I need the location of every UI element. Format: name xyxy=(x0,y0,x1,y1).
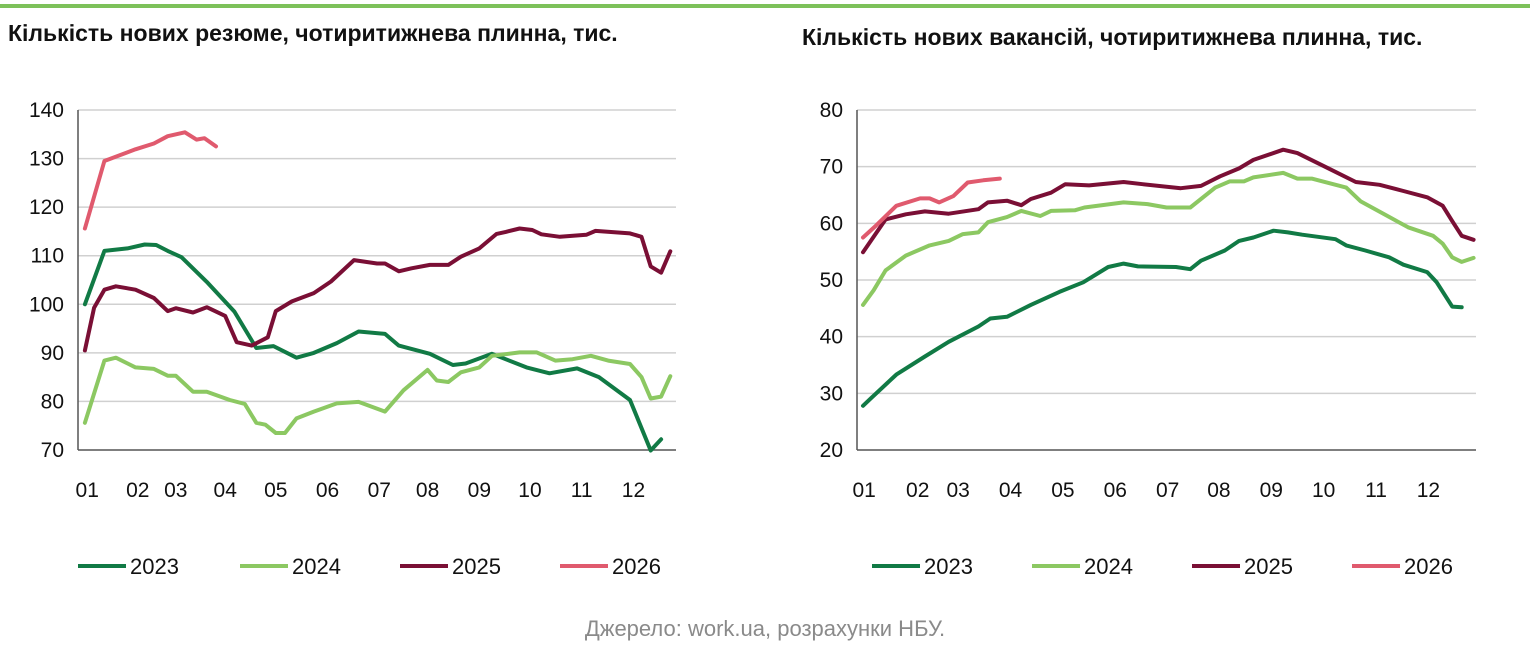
x-tick-label: 08 xyxy=(416,479,439,502)
y-tick-label: 110 xyxy=(31,245,64,268)
chart-title-vacancies: Кількість нових вакансій, чотиритижнева … xyxy=(802,24,1423,50)
series-line-2026 xyxy=(82,130,218,231)
y-tick-label: 30 xyxy=(820,382,843,405)
x-tick-label: 03 xyxy=(164,479,187,502)
source-note: Джерело: work.ua, розрахунки НБУ. xyxy=(584,616,946,641)
y-tick-label: 60 xyxy=(820,212,843,235)
legend-label-2026: 2026 xyxy=(612,554,661,579)
x-tick-label: 02 xyxy=(126,479,149,502)
legend-label-2025: 2025 xyxy=(1244,554,1293,579)
x-tick-label: 04 xyxy=(999,479,1023,502)
series-line-2025 xyxy=(861,147,1476,255)
x-tick-label: 10 xyxy=(1312,479,1335,502)
legend-label-2023: 2023 xyxy=(130,554,179,579)
legend-label-2023: 2023 xyxy=(924,554,973,579)
top-accent-line xyxy=(0,4,1530,8)
x-tick-label: 01 xyxy=(852,479,875,502)
x-tick-label: 06 xyxy=(1104,479,1127,502)
x-tick-label: 07 xyxy=(1156,479,1179,502)
x-tick-label: 12 xyxy=(622,479,645,502)
x-tick-label: 05 xyxy=(264,479,287,502)
legend-label-2024: 2024 xyxy=(292,554,341,579)
x-tick-label: 11 xyxy=(1365,479,1387,502)
x-tick-label: 02 xyxy=(906,479,929,502)
y-tick-label: 140 xyxy=(29,99,64,122)
y-tick-label: 40 xyxy=(820,326,843,349)
x-tick-label: 04 xyxy=(214,479,238,502)
legend-label-2024: 2024 xyxy=(1084,554,1133,579)
series-line-2023 xyxy=(82,242,664,453)
y-tick-label: 120 xyxy=(29,196,64,219)
legend-label-2026: 2026 xyxy=(1404,554,1453,579)
x-tick-label: 11 xyxy=(571,479,593,502)
y-tick-label: 20 xyxy=(820,439,843,462)
x-tick-label: 07 xyxy=(368,479,391,502)
x-tick-label: 09 xyxy=(468,479,491,502)
y-tick-label: 70 xyxy=(820,156,843,179)
legend-label-2025: 2025 xyxy=(452,554,501,579)
x-tick-label: 01 xyxy=(76,479,99,502)
series-line-2023 xyxy=(861,228,1464,408)
y-tick-label: 80 xyxy=(41,390,64,413)
x-tick-label: 05 xyxy=(1051,479,1074,502)
x-tick-label: 10 xyxy=(518,479,541,502)
y-tick-label: 90 xyxy=(41,342,64,365)
x-tick-label: 12 xyxy=(1417,479,1440,502)
chart-title-resumes: Кількість нових резюме, чотиритижнева пл… xyxy=(8,20,618,46)
y-tick-label: 100 xyxy=(29,293,64,316)
y-tick-label: 70 xyxy=(41,439,64,462)
y-tick-label: 50 xyxy=(820,269,843,292)
series-line-2025 xyxy=(82,226,673,353)
series-line-2026 xyxy=(861,176,1002,240)
x-tick-label: 09 xyxy=(1260,479,1283,502)
y-tick-label: 80 xyxy=(820,99,843,122)
x-tick-label: 03 xyxy=(947,479,970,502)
x-tick-label: 08 xyxy=(1207,479,1230,502)
y-tick-label: 130 xyxy=(29,148,64,171)
series-line-2024 xyxy=(861,170,1476,307)
series-line-2024 xyxy=(82,350,673,435)
x-tick-label: 06 xyxy=(316,479,339,502)
